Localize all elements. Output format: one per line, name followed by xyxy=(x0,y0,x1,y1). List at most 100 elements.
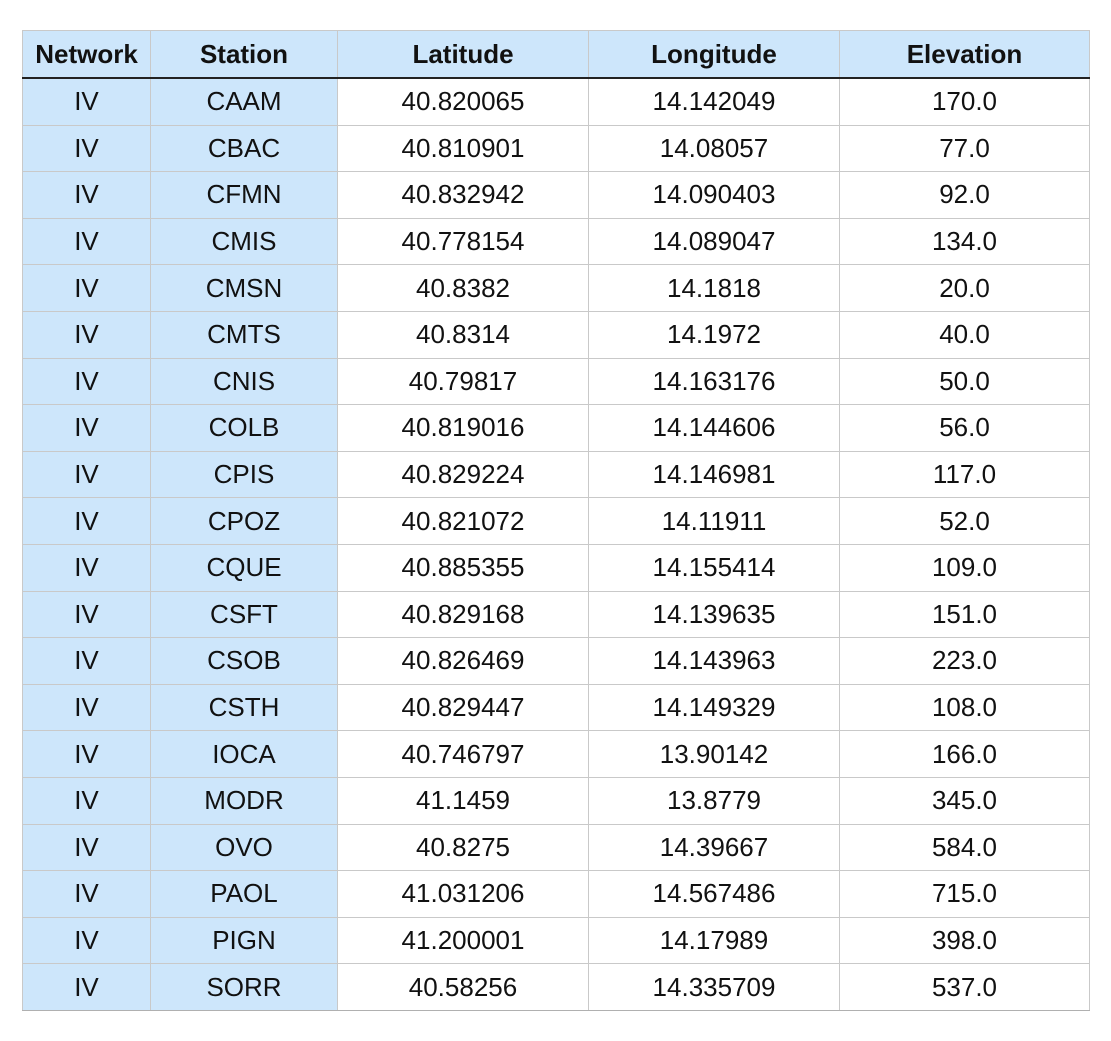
latitude-cell: 40.826469 xyxy=(337,637,589,685)
table-row: IV CSFT 40.829168 14.139635 151.0 xyxy=(22,590,1090,639)
table-row: IV CMIS 40.778154 14.089047 134.0 xyxy=(22,217,1090,266)
latitude-cell: 40.8382 xyxy=(337,264,589,312)
station-cell: CNIS xyxy=(150,357,338,406)
station-cell: COLB xyxy=(150,404,338,452)
longitude-cell: 14.39667 xyxy=(588,823,840,872)
longitude-cell: 14.335709 xyxy=(588,963,840,1011)
longitude-cell: 14.155414 xyxy=(588,543,840,592)
station-cell: CQUE xyxy=(150,543,338,592)
table-row: IV CFMN 40.832942 14.090403 92.0 xyxy=(22,171,1090,219)
longitude-cell: 14.1972 xyxy=(588,310,840,359)
network-cell: IV xyxy=(22,310,151,359)
network-cell: IV xyxy=(22,683,151,732)
table-row: IV MODR 41.1459 13.8779 345.0 xyxy=(22,776,1090,825)
elevation-cell: 537.0 xyxy=(839,963,1090,1011)
network-cell: IV xyxy=(22,590,151,639)
elevation-cell: 134.0 xyxy=(839,217,1090,266)
longitude-cell: 14.142049 xyxy=(588,77,840,126)
elevation-cell: 50.0 xyxy=(839,357,1090,406)
network-cell: IV xyxy=(22,404,151,452)
latitude-cell: 40.829168 xyxy=(337,590,589,639)
network-cell: IV xyxy=(22,124,151,173)
table-row: IV CAAM 40.820065 14.142049 170.0 xyxy=(22,77,1090,126)
latitude-cell: 41.031206 xyxy=(337,870,589,918)
network-cell: IV xyxy=(22,823,151,872)
elevation-cell: 77.0 xyxy=(839,124,1090,173)
longitude-cell: 14.089047 xyxy=(588,217,840,266)
elevation-cell: 398.0 xyxy=(839,916,1090,965)
network-cell: IV xyxy=(22,77,151,126)
latitude-cell: 41.200001 xyxy=(337,916,589,965)
station-cell: SORR xyxy=(150,963,338,1011)
table-row: IV PIGN 41.200001 14.17989 398.0 xyxy=(22,916,1090,965)
station-cell: PAOL xyxy=(150,870,338,918)
station-cell: MODR xyxy=(150,776,338,825)
station-cell: CSFT xyxy=(150,590,338,639)
table-row: IV IOCA 40.746797 13.90142 166.0 xyxy=(22,730,1090,778)
station-cell: PIGN xyxy=(150,916,338,965)
latitude-cell: 41.1459 xyxy=(337,776,589,825)
latitude-cell: 40.832942 xyxy=(337,171,589,219)
elevation-cell: 223.0 xyxy=(839,637,1090,685)
table-row: IV CMTS 40.8314 14.1972 40.0 xyxy=(22,310,1090,359)
elevation-cell: 92.0 xyxy=(839,171,1090,219)
elevation-cell: 117.0 xyxy=(839,450,1090,499)
elevation-cell: 40.0 xyxy=(839,310,1090,359)
station-cell: CSOB xyxy=(150,637,338,685)
longitude-cell: 14.1818 xyxy=(588,264,840,312)
elevation-cell: 109.0 xyxy=(839,543,1090,592)
latitude-cell: 40.746797 xyxy=(337,730,589,778)
latitude-cell: 40.810901 xyxy=(337,124,589,173)
elevation-cell: 166.0 xyxy=(839,730,1090,778)
station-cell: CMIS xyxy=(150,217,338,266)
table-row: IV SORR 40.58256 14.335709 537.0 xyxy=(22,963,1090,1011)
network-cell: IV xyxy=(22,543,151,592)
longitude-cell: 14.146981 xyxy=(588,450,840,499)
network-cell: IV xyxy=(22,870,151,918)
latitude-cell: 40.778154 xyxy=(337,217,589,266)
network-cell: IV xyxy=(22,171,151,219)
table-row: IV CQUE 40.885355 14.155414 109.0 xyxy=(22,543,1090,592)
latitude-cell: 40.829224 xyxy=(337,450,589,499)
elevation-cell: 151.0 xyxy=(839,590,1090,639)
longitude-cell: 14.08057 xyxy=(588,124,840,173)
table-row: IV CPOZ 40.821072 14.11911 52.0 xyxy=(22,497,1090,545)
elevation-cell: 345.0 xyxy=(839,776,1090,825)
station-cell: CFMN xyxy=(150,171,338,219)
longitude-cell: 14.143963 xyxy=(588,637,840,685)
latitude-cell: 40.58256 xyxy=(337,963,589,1011)
station-cell: CBAC xyxy=(150,124,338,173)
elevation-cell: 56.0 xyxy=(839,404,1090,452)
station-cell: CPOZ xyxy=(150,497,338,545)
latitude-cell: 40.821072 xyxy=(337,497,589,545)
station-table-container: Network Station Latitude Longitude Eleva… xyxy=(22,30,1090,1011)
network-cell: IV xyxy=(22,497,151,545)
table-row: IV OVO 40.8275 14.39667 584.0 xyxy=(22,823,1090,872)
table-row: IV CSTH 40.829447 14.149329 108.0 xyxy=(22,683,1090,732)
longitude-cell: 14.11911 xyxy=(588,497,840,545)
longitude-cell: 14.17989 xyxy=(588,916,840,965)
longitude-cell: 13.90142 xyxy=(588,730,840,778)
elevation-cell: 52.0 xyxy=(839,497,1090,545)
elevation-cell: 584.0 xyxy=(839,823,1090,872)
network-cell: IV xyxy=(22,217,151,266)
longitude-cell: 14.144606 xyxy=(588,404,840,452)
latitude-cell: 40.819016 xyxy=(337,404,589,452)
station-cell: CAAM xyxy=(150,77,338,126)
latitude-cell: 40.79817 xyxy=(337,357,589,406)
table-row: IV CSOB 40.826469 14.143963 223.0 xyxy=(22,637,1090,685)
table-row: IV CBAC 40.810901 14.08057 77.0 xyxy=(22,124,1090,173)
longitude-cell: 14.567486 xyxy=(588,870,840,918)
table-row: IV CPIS 40.829224 14.146981 117.0 xyxy=(22,450,1090,499)
station-cell: IOCA xyxy=(150,730,338,778)
station-cell: CMSN xyxy=(150,264,338,312)
table-row: IV COLB 40.819016 14.144606 56.0 xyxy=(22,404,1090,452)
latitude-cell: 40.829447 xyxy=(337,683,589,732)
station-cell: CSTH xyxy=(150,683,338,732)
network-cell: IV xyxy=(22,637,151,685)
elevation-cell: 20.0 xyxy=(839,264,1090,312)
table-row: IV PAOL 41.031206 14.567486 715.0 xyxy=(22,870,1090,918)
longitude-cell: 14.139635 xyxy=(588,590,840,639)
latitude-cell: 40.885355 xyxy=(337,543,589,592)
network-cell: IV xyxy=(22,357,151,406)
